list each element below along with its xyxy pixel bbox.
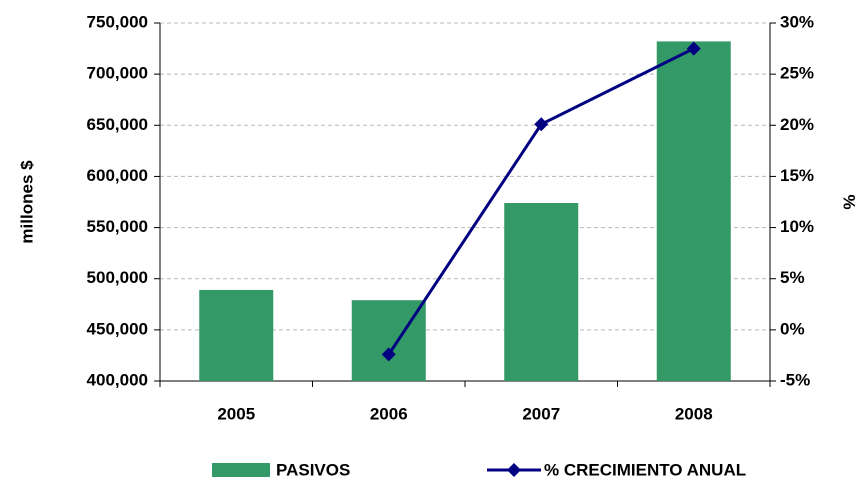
bar <box>504 203 579 381</box>
y-tick-label: 400,000 <box>87 370 148 389</box>
y2-tick-label: 0% <box>780 319 805 338</box>
y2-axis-label: % <box>840 194 859 209</box>
y-tick-label: 500,000 <box>87 268 148 287</box>
y2-tick-label: 10% <box>780 217 814 236</box>
y2-tick-label: 30% <box>780 12 814 31</box>
x-tick-label: 2008 <box>675 404 713 423</box>
y-axis-label: millones $ <box>17 160 36 244</box>
y-tick-label: 450,000 <box>87 319 148 338</box>
x-tick-label: 2007 <box>522 404 560 423</box>
marker <box>381 347 396 362</box>
y2-tick-label: 15% <box>780 166 814 185</box>
y2-tick-label: 25% <box>780 64 814 83</box>
legend-swatch <box>212 463 270 477</box>
x-tick-label: 2006 <box>370 404 408 423</box>
legend-label: % CRECIMIENTO ANUAL <box>544 460 746 479</box>
y2-tick-label: 20% <box>780 115 814 134</box>
marker <box>686 41 701 56</box>
y-tick-label: 700,000 <box>87 64 148 83</box>
bar <box>199 289 274 381</box>
bar <box>656 41 731 381</box>
marker <box>534 117 549 132</box>
y-tick-label: 650,000 <box>87 115 148 134</box>
y2-tick-label: -5% <box>780 370 810 389</box>
x-tick-label: 2005 <box>217 404 255 423</box>
y-tick-label: 600,000 <box>87 166 148 185</box>
legend-marker <box>507 463 521 477</box>
bar <box>351 300 426 381</box>
y-tick-label: 750,000 <box>87 12 148 31</box>
legend-label: PASIVOS <box>276 460 350 479</box>
y-tick-label: 550,000 <box>87 217 148 236</box>
y2-tick-label: 5% <box>780 268 805 287</box>
